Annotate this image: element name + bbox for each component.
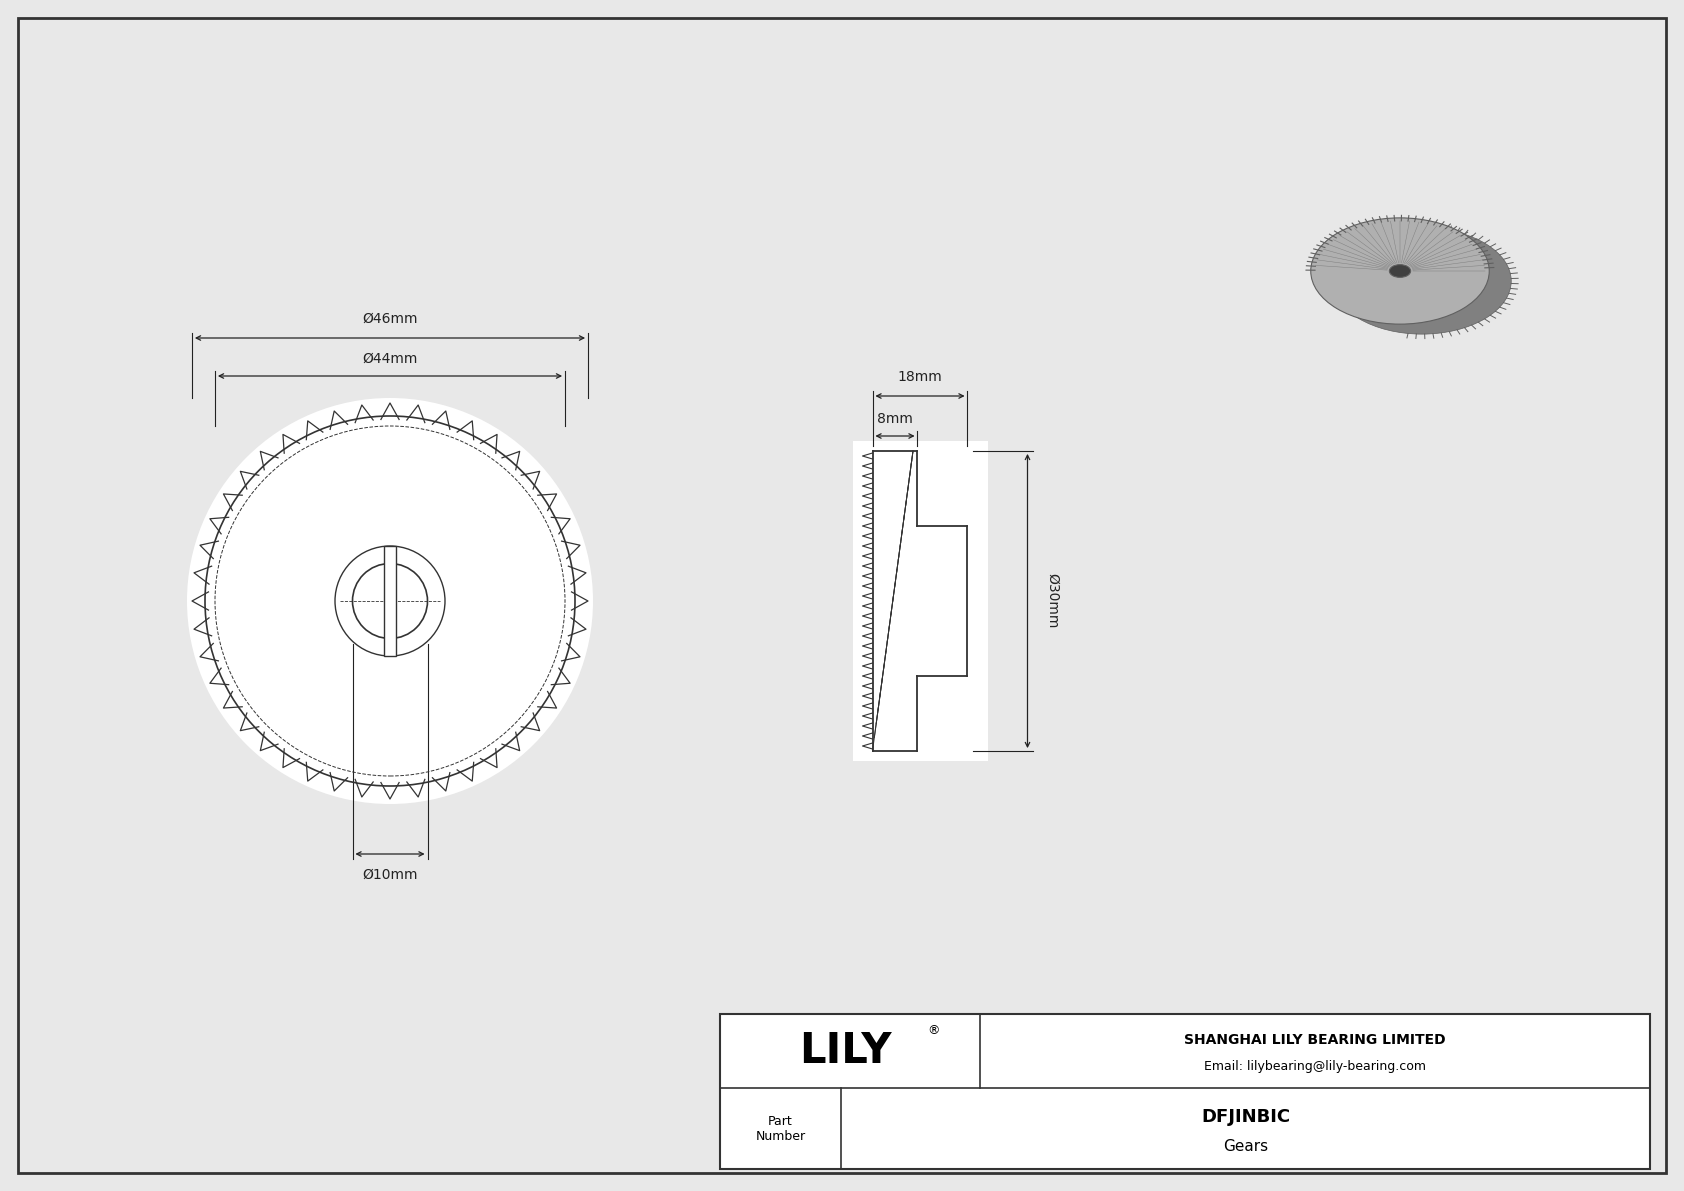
Text: Ø46mm: Ø46mm xyxy=(362,312,418,326)
Ellipse shape xyxy=(1332,227,1511,335)
Text: SHANGHAI LILY BEARING LIMITED: SHANGHAI LILY BEARING LIMITED xyxy=(1184,1033,1447,1047)
Text: Email: lilybearing@lily-bearing.com: Email: lilybearing@lily-bearing.com xyxy=(1204,1060,1426,1073)
Ellipse shape xyxy=(1310,218,1489,324)
Bar xyxy=(721,1014,1650,1170)
Text: Ø44mm: Ø44mm xyxy=(362,353,418,366)
Bar xyxy=(384,545,396,656)
Text: Ø10mm: Ø10mm xyxy=(362,868,418,883)
Text: LILY: LILY xyxy=(798,1030,891,1072)
Text: DFJINBIC: DFJINBIC xyxy=(1201,1108,1290,1125)
Text: Gears: Gears xyxy=(1223,1139,1268,1154)
Circle shape xyxy=(352,563,428,638)
Circle shape xyxy=(187,398,593,804)
Text: ®: ® xyxy=(928,1024,940,1037)
Ellipse shape xyxy=(1389,264,1411,278)
Text: 18mm: 18mm xyxy=(898,370,943,384)
Bar xyxy=(852,441,987,761)
Text: Part
Number: Part Number xyxy=(756,1115,805,1142)
Text: Ø30mm: Ø30mm xyxy=(1046,573,1059,629)
Text: 8mm: 8mm xyxy=(877,412,913,426)
